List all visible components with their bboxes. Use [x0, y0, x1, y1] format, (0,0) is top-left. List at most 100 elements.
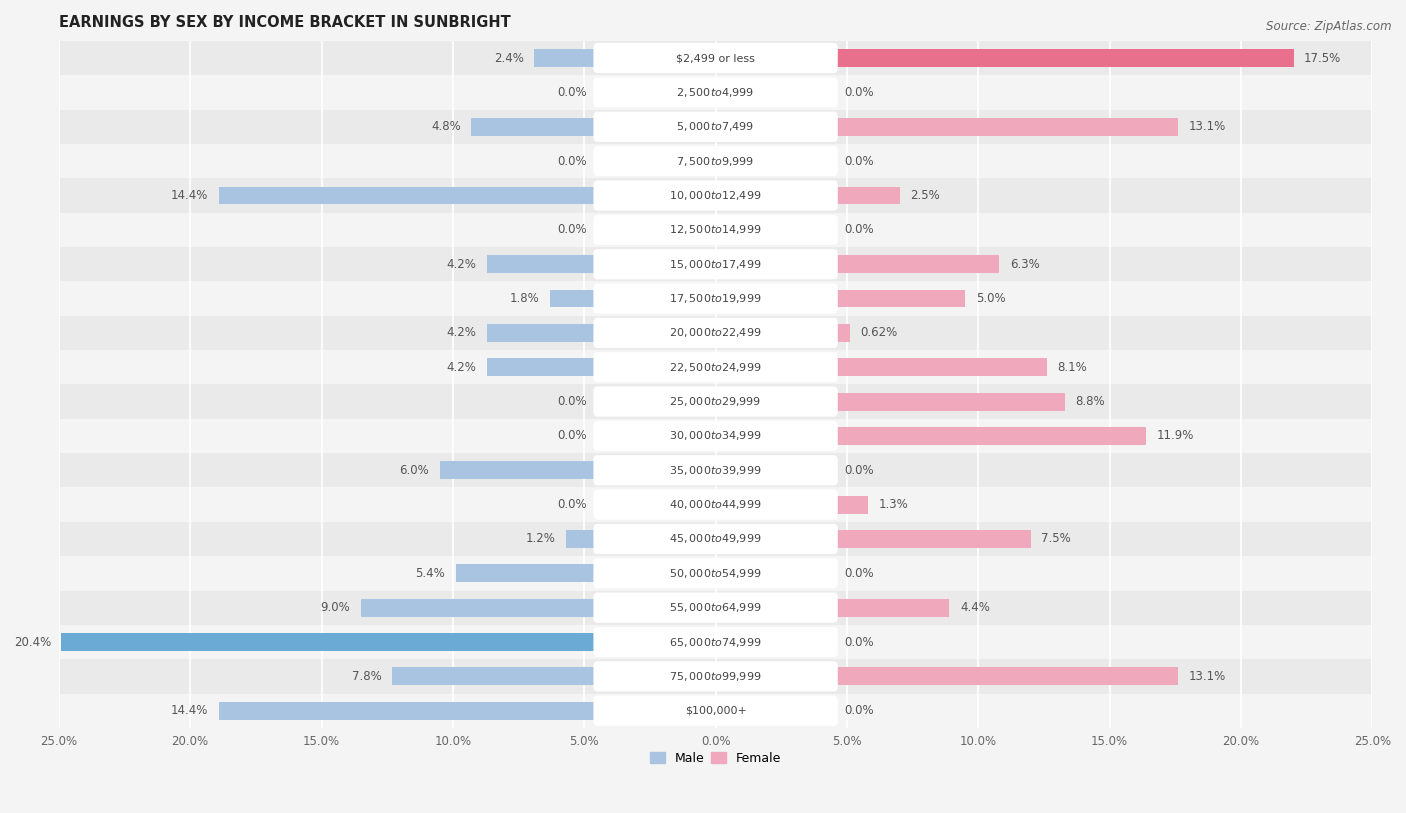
Bar [59, 590, 1372, 625]
Text: 0.0%: 0.0% [557, 86, 586, 99]
Text: $100,000+: $100,000+ [685, 706, 747, 715]
Bar [59, 41, 1372, 76]
Bar [834, 359, 1046, 376]
Text: 0.0%: 0.0% [557, 154, 586, 167]
Text: 8.1%: 8.1% [1057, 361, 1087, 374]
Bar [834, 598, 949, 616]
Bar [59, 556, 1372, 590]
Text: $25,000 to $29,999: $25,000 to $29,999 [669, 395, 762, 408]
FancyBboxPatch shape [593, 318, 838, 348]
Text: 0.0%: 0.0% [845, 154, 875, 167]
Text: 0.62%: 0.62% [860, 326, 898, 339]
Text: 0.0%: 0.0% [845, 636, 875, 649]
Bar [471, 118, 598, 136]
Bar [59, 281, 1372, 315]
Text: $2,500 to $4,999: $2,500 to $4,999 [676, 86, 755, 99]
FancyBboxPatch shape [593, 559, 838, 589]
Bar [361, 598, 598, 616]
Bar [834, 667, 1178, 685]
Text: 0.0%: 0.0% [557, 429, 586, 442]
FancyBboxPatch shape [593, 111, 838, 142]
FancyBboxPatch shape [593, 43, 838, 73]
Text: 0.0%: 0.0% [845, 224, 875, 237]
Text: $35,000 to $39,999: $35,000 to $39,999 [669, 463, 762, 476]
FancyBboxPatch shape [593, 249, 838, 280]
FancyBboxPatch shape [593, 489, 838, 520]
Bar [59, 625, 1372, 659]
Bar [834, 530, 1031, 548]
Text: 6.3%: 6.3% [1010, 258, 1039, 271]
Bar [59, 350, 1372, 385]
Bar [834, 289, 965, 307]
FancyBboxPatch shape [593, 593, 838, 623]
Bar [834, 496, 868, 514]
Text: $2,499 or less: $2,499 or less [676, 53, 755, 63]
Text: 2.4%: 2.4% [494, 51, 524, 64]
Text: 5.0%: 5.0% [976, 292, 1005, 305]
Text: $30,000 to $34,999: $30,000 to $34,999 [669, 429, 762, 442]
FancyBboxPatch shape [593, 524, 838, 554]
Bar [486, 324, 598, 341]
Bar [59, 213, 1372, 247]
Bar [565, 530, 598, 548]
Text: $5,000 to $7,499: $5,000 to $7,499 [676, 120, 755, 133]
Bar [486, 359, 598, 376]
Bar [62, 633, 598, 651]
Bar [59, 247, 1372, 281]
Bar [59, 693, 1372, 728]
FancyBboxPatch shape [593, 352, 838, 382]
Bar [834, 49, 1294, 67]
Text: 0.0%: 0.0% [557, 498, 586, 511]
Text: Source: ZipAtlas.com: Source: ZipAtlas.com [1267, 20, 1392, 33]
Text: 4.2%: 4.2% [447, 326, 477, 339]
Bar [219, 702, 598, 720]
Text: $45,000 to $49,999: $45,000 to $49,999 [669, 533, 762, 546]
FancyBboxPatch shape [593, 77, 838, 107]
Bar [59, 110, 1372, 144]
Bar [834, 324, 851, 341]
Bar [834, 255, 1000, 273]
Bar [219, 186, 598, 204]
Bar [59, 453, 1372, 488]
Text: $15,000 to $17,499: $15,000 to $17,499 [669, 258, 762, 271]
Bar [59, 315, 1372, 350]
Text: 1.3%: 1.3% [879, 498, 908, 511]
Text: $17,500 to $19,999: $17,500 to $19,999 [669, 292, 762, 305]
FancyBboxPatch shape [593, 284, 838, 314]
Bar [392, 667, 598, 685]
Text: 6.0%: 6.0% [399, 463, 429, 476]
FancyBboxPatch shape [593, 455, 838, 485]
Text: 11.9%: 11.9% [1157, 429, 1194, 442]
Text: 1.8%: 1.8% [510, 292, 540, 305]
FancyBboxPatch shape [593, 386, 838, 417]
Text: $7,500 to $9,999: $7,500 to $9,999 [676, 154, 755, 167]
Text: 0.0%: 0.0% [557, 224, 586, 237]
FancyBboxPatch shape [593, 180, 838, 211]
Bar [834, 427, 1146, 445]
Text: $40,000 to $44,999: $40,000 to $44,999 [669, 498, 762, 511]
Bar [59, 522, 1372, 556]
Bar [834, 186, 900, 204]
Text: $65,000 to $74,999: $65,000 to $74,999 [669, 636, 762, 649]
FancyBboxPatch shape [593, 421, 838, 451]
Text: 0.0%: 0.0% [557, 395, 586, 408]
FancyBboxPatch shape [593, 661, 838, 692]
Text: 7.8%: 7.8% [352, 670, 382, 683]
Text: 14.4%: 14.4% [172, 189, 208, 202]
Bar [834, 393, 1064, 411]
Bar [834, 118, 1178, 136]
Bar [59, 419, 1372, 453]
Bar [59, 385, 1372, 419]
Text: 0.0%: 0.0% [845, 463, 875, 476]
Text: 4.8%: 4.8% [432, 120, 461, 133]
Text: $22,500 to $24,999: $22,500 to $24,999 [669, 361, 762, 374]
Text: 8.8%: 8.8% [1076, 395, 1105, 408]
Text: 2.5%: 2.5% [910, 189, 939, 202]
Bar [550, 289, 598, 307]
Text: $75,000 to $99,999: $75,000 to $99,999 [669, 670, 762, 683]
Text: 13.1%: 13.1% [1188, 120, 1226, 133]
Text: $55,000 to $64,999: $55,000 to $64,999 [669, 601, 762, 614]
Text: 7.5%: 7.5% [1042, 533, 1071, 546]
Bar [440, 461, 598, 479]
Text: 4.2%: 4.2% [447, 258, 477, 271]
